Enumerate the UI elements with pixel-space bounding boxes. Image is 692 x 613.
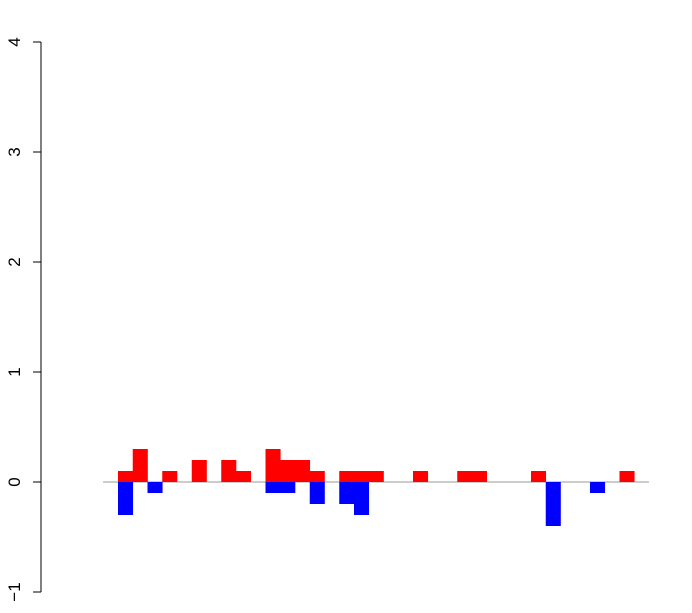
y-tick-label: 1 bbox=[5, 367, 24, 376]
positive-bar bbox=[118, 471, 134, 482]
positive-bar bbox=[309, 471, 325, 482]
positive-bar bbox=[162, 471, 178, 482]
bars bbox=[118, 449, 635, 526]
positive-bar bbox=[191, 460, 207, 482]
negative-bar bbox=[265, 482, 281, 493]
positive-bar bbox=[457, 471, 473, 482]
positive-bar bbox=[236, 471, 252, 482]
positive-bar bbox=[265, 449, 281, 482]
positive-bar bbox=[619, 471, 635, 482]
positive-bar bbox=[531, 471, 547, 482]
y-tick-label: −1 bbox=[5, 582, 24, 601]
positive-bar bbox=[132, 449, 148, 482]
positive-bar bbox=[295, 460, 311, 482]
negative-bar bbox=[590, 482, 606, 493]
positive-bar bbox=[339, 471, 355, 482]
y-tick-label: 2 bbox=[5, 257, 24, 266]
negative-bar bbox=[545, 482, 561, 526]
positive-bar bbox=[413, 471, 429, 482]
negative-bar bbox=[354, 482, 370, 515]
y-tick-label: 0 bbox=[5, 477, 24, 486]
y-tick-label: 4 bbox=[5, 37, 24, 46]
y-axis: −1 0 1 2 3 4 bbox=[5, 37, 42, 602]
negative-bar bbox=[147, 482, 163, 493]
positive-bar bbox=[368, 471, 384, 482]
negative-bar bbox=[309, 482, 325, 504]
positive-bar bbox=[280, 460, 296, 482]
positive-bar bbox=[221, 460, 237, 482]
positive-bar bbox=[354, 471, 370, 482]
y-tick-label: 3 bbox=[5, 147, 24, 156]
positive-bar bbox=[472, 471, 488, 482]
negative-bar bbox=[280, 482, 296, 493]
negative-bar bbox=[118, 482, 134, 515]
negative-bar bbox=[339, 482, 355, 504]
